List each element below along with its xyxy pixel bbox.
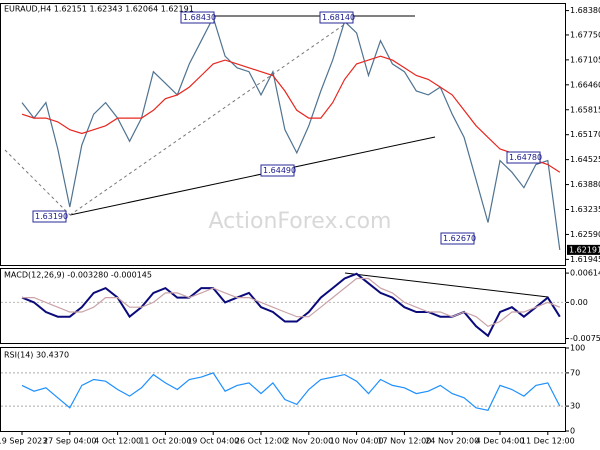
y-tick-label: 0 — [570, 427, 575, 436]
watermark: ActionForex.com — [209, 209, 392, 234]
y-tick-label: 1.66460 — [570, 80, 600, 89]
x-tick-label: 4 Dec 04:00 — [476, 437, 525, 446]
series-line — [21, 55, 561, 173]
rsi-panel — [0, 347, 566, 432]
x-tick-label: 11 Oct 20:00 — [139, 437, 191, 446]
x-tick-label: 11 Dec 12:00 — [521, 437, 575, 446]
y-tick-label: 1.62590 — [570, 230, 600, 239]
rsi-title: RSI(14) 30.4370 — [4, 351, 69, 360]
annotation-box — [260, 164, 295, 177]
y-tick-label: 100 — [570, 344, 585, 353]
x-tick-label: 19 Sep 2023 — [0, 437, 47, 446]
y-tick-label: 1.68380 — [570, 6, 600, 15]
macd-panel — [0, 268, 566, 344]
y-tick-label: 1.67105 — [570, 55, 600, 64]
last-price-label: 1.62191 — [569, 245, 600, 254]
annotation: 1.62670 — [443, 234, 476, 243]
series-line — [21, 272, 561, 338]
y-tick-label: 1.64525 — [570, 155, 600, 164]
y-tick-label: 1.63235 — [570, 205, 600, 214]
y-tick-label: 1.65170 — [570, 130, 600, 139]
y-tick-label: 1.67750 — [570, 30, 600, 39]
price-panel — [0, 3, 566, 266]
x-tick-label: 26 Oct 12:00 — [235, 437, 287, 446]
annotation: 1.64490 — [263, 166, 296, 175]
annotation-box — [319, 11, 354, 24]
y-tick-label: 0.00 — [570, 298, 588, 307]
x-tick-label: 10 Nov 04:00 — [330, 437, 384, 446]
annotation-box — [506, 151, 541, 164]
x-tick-label: 19 Oct 04:00 — [187, 437, 239, 446]
annotation: 1.63190 — [35, 212, 68, 221]
annotation-box — [32, 210, 67, 223]
last-price-box — [567, 244, 600, 255]
annotation: 1.68430 — [183, 13, 216, 22]
annotation: 1.64780 — [509, 153, 542, 162]
channel-line — [69, 23, 346, 216]
y-tick-label: 30 — [570, 402, 580, 411]
chart-title: EURAUD,H4 1.62151 1.62343 1.62064 1.6219… — [4, 5, 194, 14]
annotation-box — [180, 11, 215, 24]
y-tick-label: 0.006144 — [570, 269, 600, 278]
annotation-box — [440, 232, 475, 245]
x-tick-label: 24 Nov 20:00 — [425, 437, 479, 446]
annotation: 1.68140 — [322, 13, 355, 22]
x-tick-label: 2 Nov 20:00 — [284, 437, 333, 446]
series-line — [22, 277, 561, 327]
series-line — [21, 372, 561, 411]
y-tick-label: 1.61945 — [570, 255, 600, 264]
macd-title: MACD(12,26,9) -0.003280 -0.000145 — [4, 271, 152, 280]
macd-divergence-line — [344, 272, 549, 298]
y-tick-label: 70 — [570, 368, 580, 377]
x-tick-label: 17 Nov 12:00 — [377, 437, 431, 446]
y-tick-label: 1.65815 — [570, 105, 600, 114]
y-tick-label: -0.007555 — [570, 334, 600, 343]
x-tick-label: 27 Sep 04:00 — [43, 437, 96, 446]
series-line — [21, 15, 561, 250]
trend-line — [69, 136, 436, 216]
x-tick-label: 4 Oct 12:00 — [94, 437, 141, 446]
y-tick-label: 1.63880 — [570, 180, 600, 189]
